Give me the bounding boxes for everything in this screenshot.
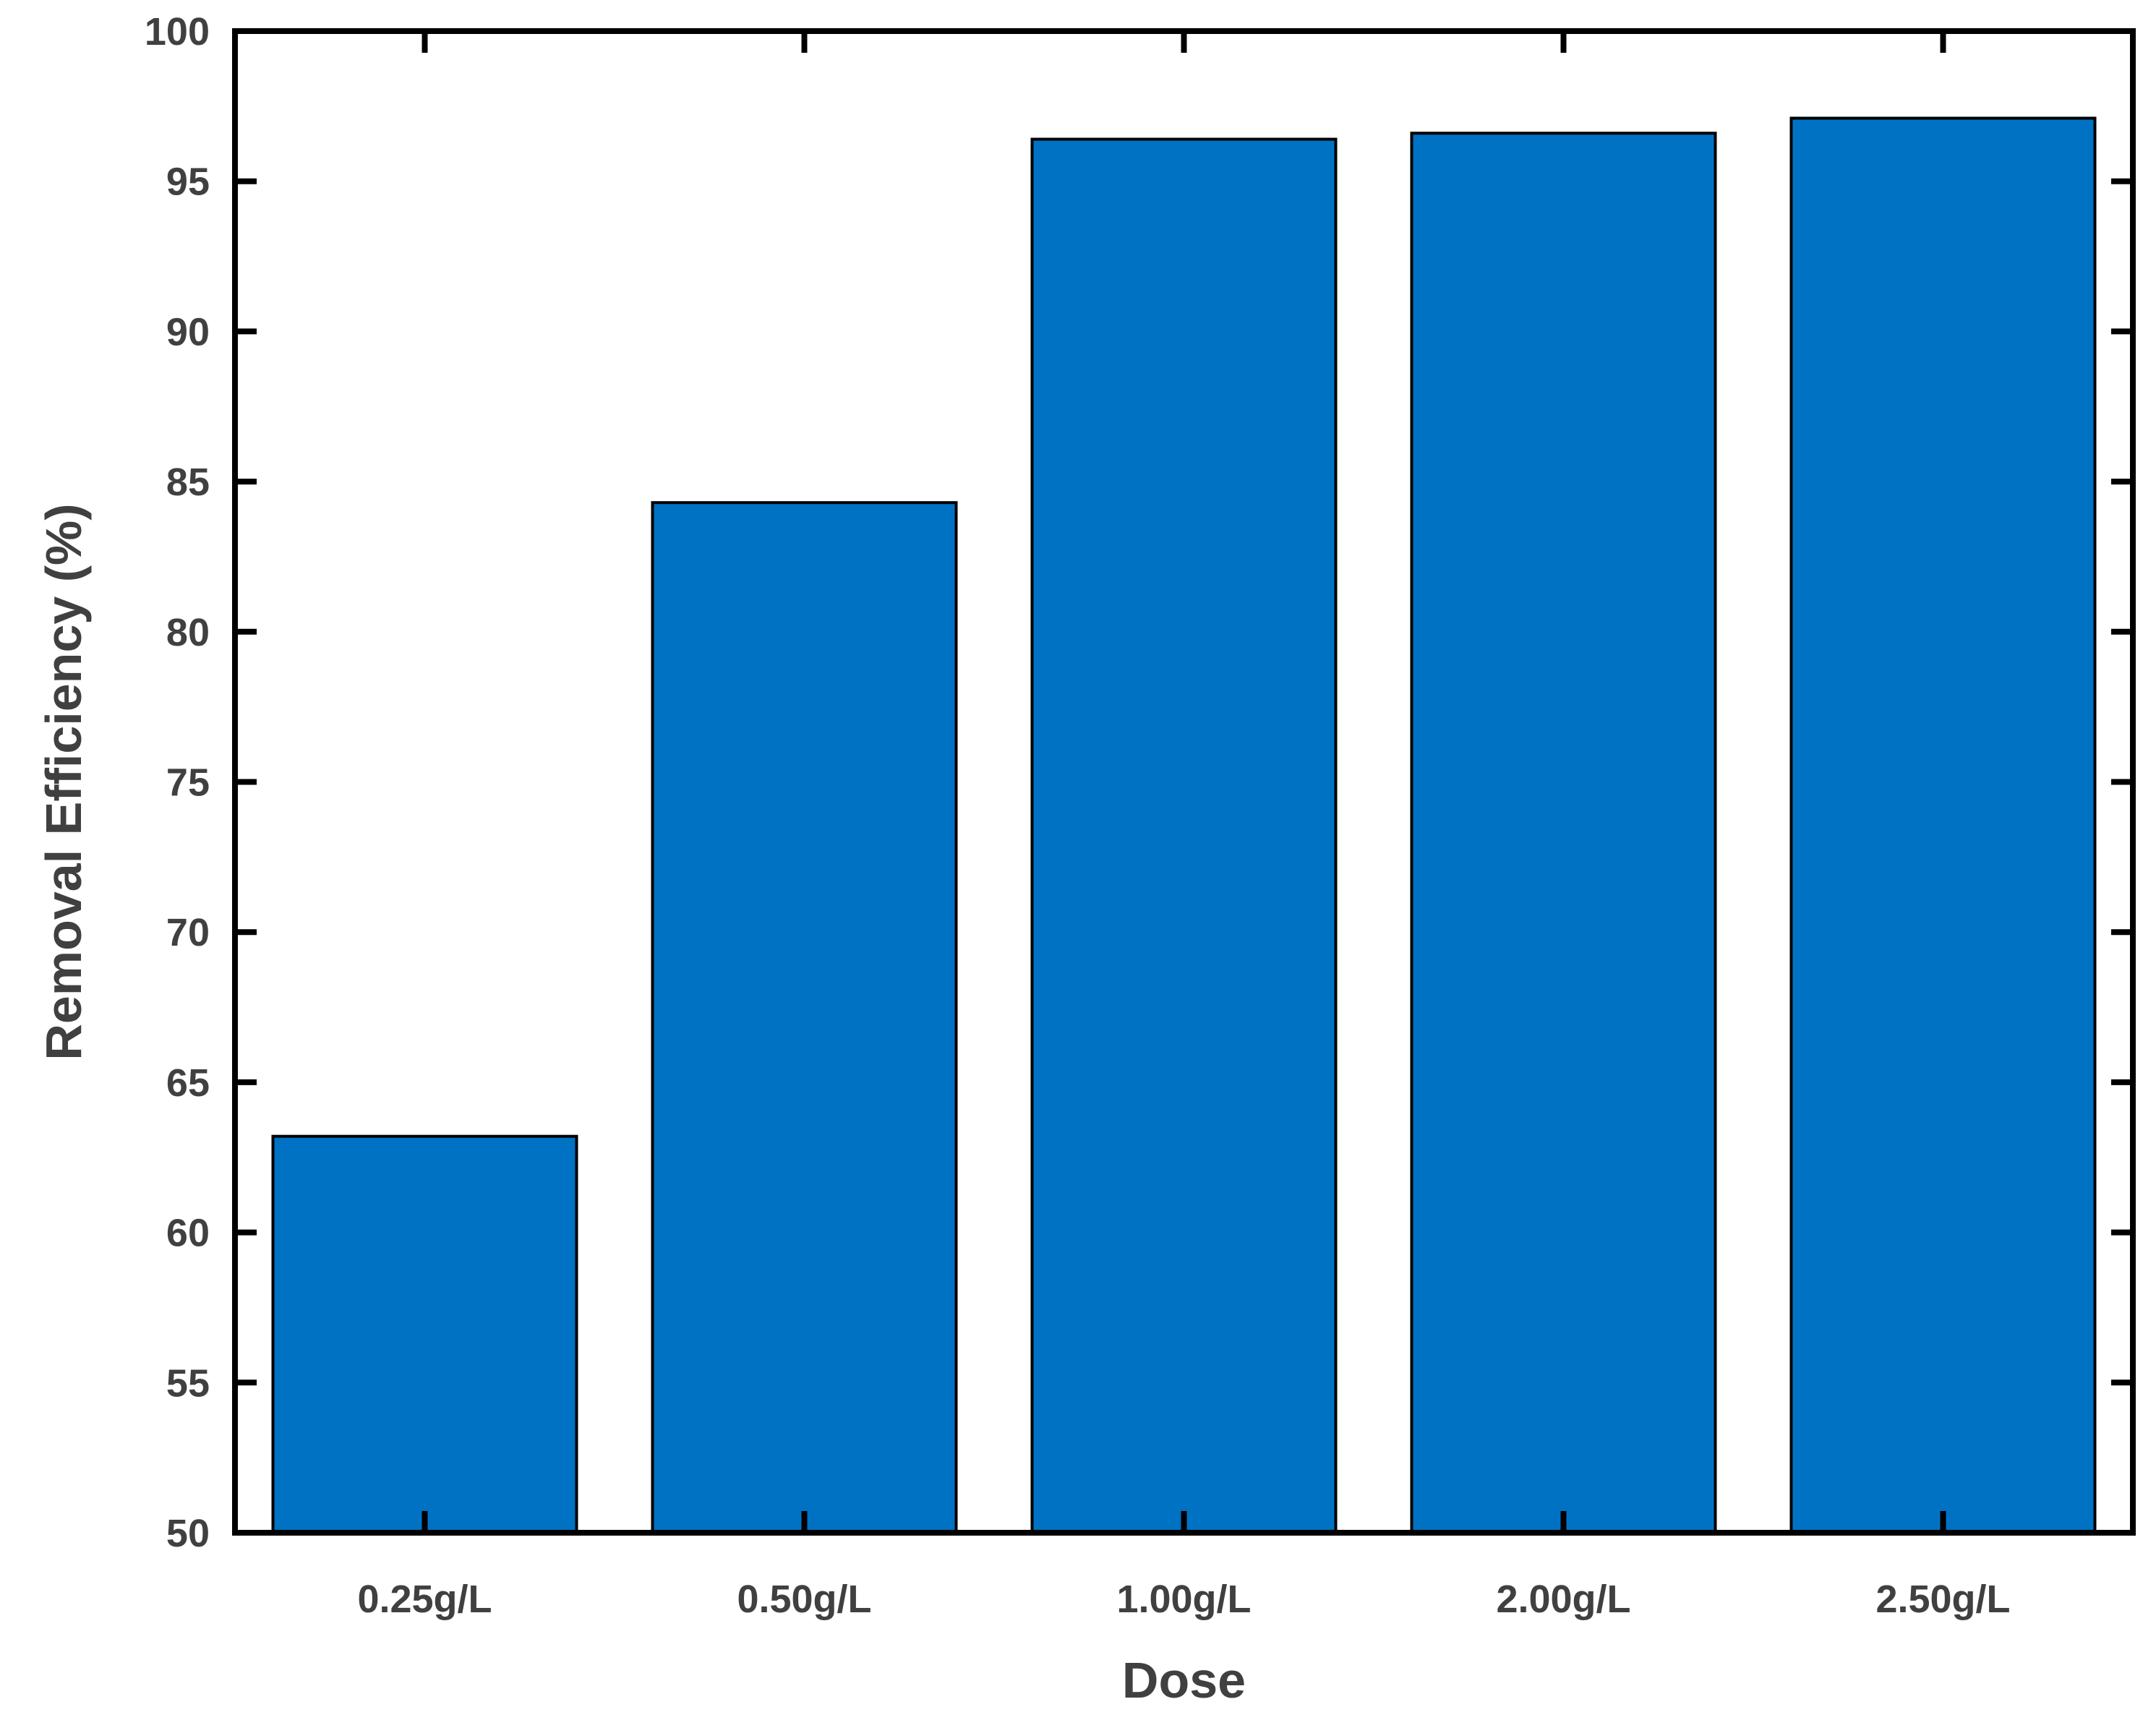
bar-2.00g/L xyxy=(1410,132,1717,1535)
y-tick-label: 85 xyxy=(166,461,210,504)
y-tick-label: 50 xyxy=(166,1512,210,1555)
y-tick-label: 75 xyxy=(166,761,210,805)
y-axis-title: Removal Efficiency (%) xyxy=(35,503,92,1060)
y-tick-label: 90 xyxy=(166,310,210,354)
bar-2.50g/L xyxy=(1789,116,2097,1535)
x-tick-label: 0.25g/L xyxy=(357,1578,492,1621)
x-tick-label: 1.00g/L xyxy=(1116,1578,1251,1621)
y-tick-labels: 50 55 60 65 70 75 80 85 90 95 100 xyxy=(145,10,210,1555)
y-tick-label: 80 xyxy=(166,611,210,654)
x-tick-labels: 0.25g/L 0.50g/L 1.00g/L 2.00g/L 2.50g/L xyxy=(357,1578,2010,1621)
x-tick-label: 2.50g/L xyxy=(1875,1578,2010,1621)
x-tick-label: 0.50g/L xyxy=(737,1578,871,1621)
y-tick-label: 60 xyxy=(166,1212,210,1255)
y-tick-label: 95 xyxy=(166,161,210,204)
bar-0.50g/L xyxy=(651,501,958,1534)
y-tick-label: 100 xyxy=(145,10,210,54)
y-tick-label: 70 xyxy=(166,911,210,954)
plot-area-frame xyxy=(232,28,2136,1536)
y-tick-label: 55 xyxy=(166,1361,210,1405)
bar-0.25g/L xyxy=(271,1134,578,1534)
bars-group xyxy=(271,116,2097,1535)
y-tick-label: 65 xyxy=(166,1061,210,1105)
x-axis-title: Dose xyxy=(1122,1652,1246,1708)
bar-1.00g/L xyxy=(1030,137,1338,1535)
x-tick-label: 2.00g/L xyxy=(1496,1578,1630,1621)
